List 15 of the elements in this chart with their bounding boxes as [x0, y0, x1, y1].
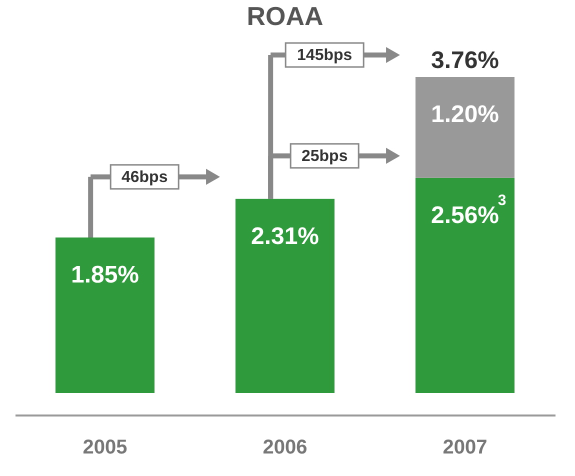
x-tick-label: 2007: [442, 436, 488, 458]
bar: [56, 238, 154, 393]
text: 145bps: [297, 47, 352, 64]
data-label: 2.31%: [250, 222, 320, 250]
x-tick-label: 2005: [82, 436, 128, 458]
annotation: 46bps: [121, 168, 168, 186]
x-tick-label: 2006: [262, 436, 308, 458]
chart-title: ROAA: [246, 1, 324, 31]
data-label: 1.85%: [70, 262, 140, 289]
bar: [416, 77, 514, 178]
annotation: 25bps: [301, 148, 348, 165]
data-label: 1.20%: [430, 101, 500, 128]
bar: [416, 178, 514, 393]
total-label: 3.76%: [430, 47, 500, 74]
bar: [236, 198, 334, 393]
